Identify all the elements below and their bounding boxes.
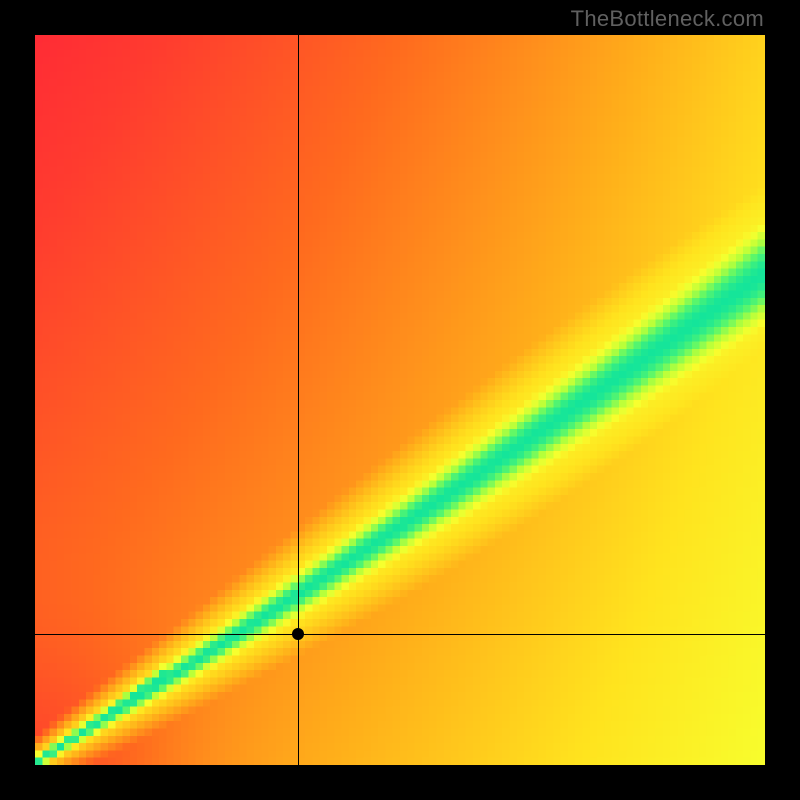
crosshair-horizontal [35,634,765,635]
crosshair-vertical [298,35,299,765]
watermark-text: TheBottleneck.com [571,6,764,32]
heatmap-canvas [35,35,765,765]
crosshair-marker [292,628,304,640]
heatmap-plot [35,35,765,765]
